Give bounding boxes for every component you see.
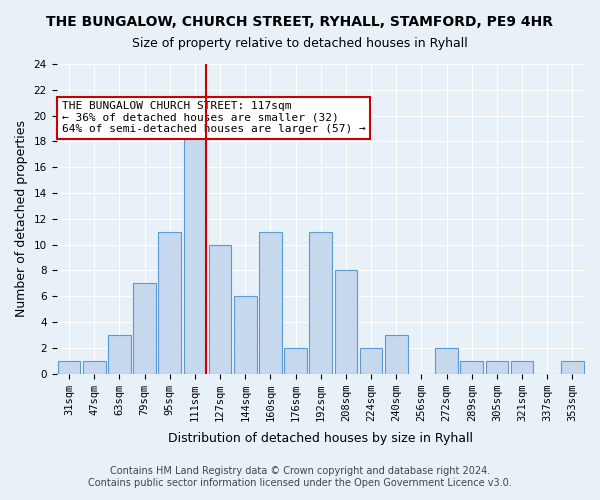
Bar: [133, 284, 156, 374]
Bar: [83, 361, 106, 374]
Bar: [184, 116, 206, 374]
Bar: [335, 270, 357, 374]
Bar: [511, 361, 533, 374]
Text: THE BUNGALOW CHURCH STREET: 117sqm
← 36% of detached houses are smaller (32)
64%: THE BUNGALOW CHURCH STREET: 117sqm ← 36%…: [62, 101, 365, 134]
Y-axis label: Number of detached properties: Number of detached properties: [15, 120, 28, 318]
Bar: [259, 232, 282, 374]
Bar: [561, 361, 584, 374]
Bar: [234, 296, 257, 374]
Bar: [485, 361, 508, 374]
X-axis label: Distribution of detached houses by size in Ryhall: Distribution of detached houses by size …: [168, 432, 473, 445]
Text: THE BUNGALOW, CHURCH STREET, RYHALL, STAMFORD, PE9 4HR: THE BUNGALOW, CHURCH STREET, RYHALL, STA…: [47, 15, 554, 29]
Bar: [284, 348, 307, 374]
Text: Contains HM Land Registry data © Crown copyright and database right 2024.
Contai: Contains HM Land Registry data © Crown c…: [88, 466, 512, 487]
Bar: [58, 361, 80, 374]
Bar: [435, 348, 458, 374]
Bar: [385, 335, 407, 374]
Bar: [158, 232, 181, 374]
Text: Size of property relative to detached houses in Ryhall: Size of property relative to detached ho…: [132, 38, 468, 51]
Bar: [460, 361, 483, 374]
Bar: [108, 335, 131, 374]
Bar: [209, 244, 232, 374]
Bar: [360, 348, 382, 374]
Bar: [310, 232, 332, 374]
